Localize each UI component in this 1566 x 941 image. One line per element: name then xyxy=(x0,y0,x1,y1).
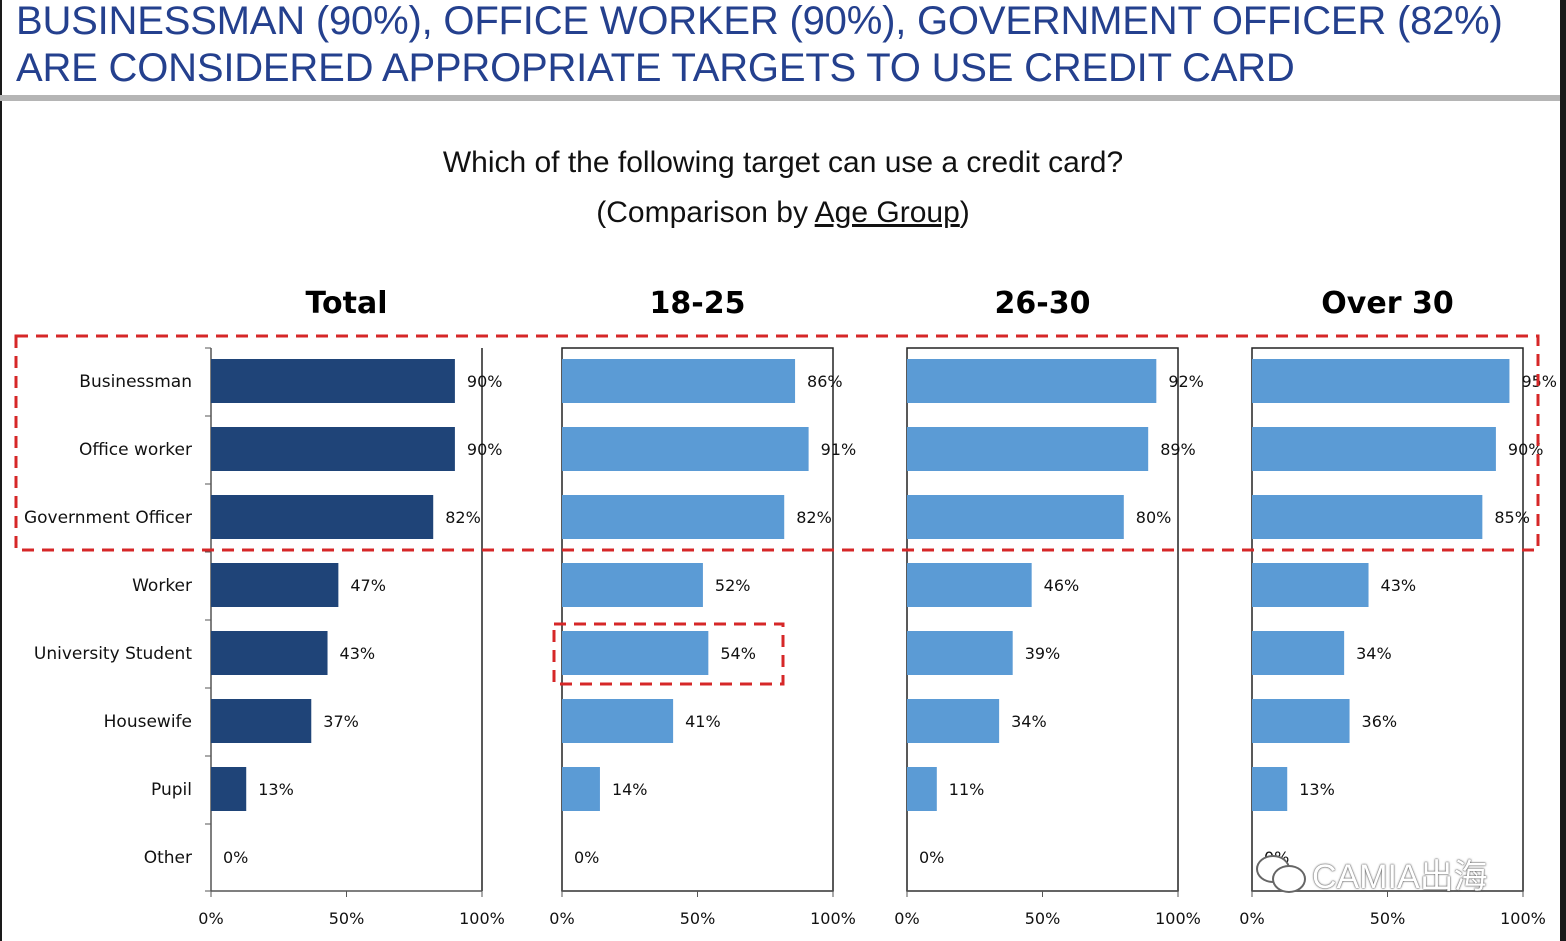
value-label-26-30-pupil: 11% xyxy=(949,780,985,799)
value-label-total-university-student: 43% xyxy=(340,644,376,663)
bar-26-30-office-worker xyxy=(907,427,1149,471)
bar-18-25-businessman xyxy=(562,359,796,403)
bar-over-30-government-officer xyxy=(1252,495,1483,539)
watermark-text: CAMIA出海 xyxy=(1312,857,1488,896)
value-label-over-30-office-worker: 90% xyxy=(1508,440,1544,459)
bar-26-30-businessman xyxy=(907,359,1157,403)
value-label-over-30-government-officer: 85% xyxy=(1494,508,1530,527)
category-label-housewife: Housewife xyxy=(104,712,192,732)
bar-26-30-pupil xyxy=(907,767,937,811)
category-label-government-officer: Government Officer xyxy=(24,508,192,528)
bar-18-25-office-worker xyxy=(562,427,809,471)
value-label-over-30-university-student: 34% xyxy=(1356,644,1392,663)
value-label-total-other: 0% xyxy=(223,848,248,867)
subtitle-prefix: (Comparison by xyxy=(596,196,815,229)
bar-over-30-office-worker xyxy=(1252,427,1496,471)
bar-over-30-university-student xyxy=(1252,631,1345,675)
category-label-pupil: Pupil xyxy=(151,780,192,800)
bar-26-30-housewife xyxy=(907,699,1000,743)
chart-question: Which of the following target can use a … xyxy=(442,146,1124,179)
value-label-total-office-worker: 90% xyxy=(467,440,503,459)
panel-title-26-30: 26-30 xyxy=(995,286,1091,321)
x-tick-label-26-30-1: 50% xyxy=(1025,909,1061,928)
panel-title-18-25: 18-25 xyxy=(650,286,746,321)
headline-line-1: BUSINESSMAN (90%), OFFICE WORKER (90%), … xyxy=(16,0,1503,43)
x-tick-label-total-2: 100% xyxy=(459,909,505,928)
value-label-18-25-pupil: 14% xyxy=(612,780,648,799)
value-label-18-25-office-worker: 91% xyxy=(821,440,857,459)
bar-total-government-officer xyxy=(211,495,434,539)
value-label-18-25-businessman: 86% xyxy=(807,372,843,391)
bar-total-pupil xyxy=(211,767,247,811)
value-label-18-25-university-student: 54% xyxy=(720,644,756,663)
x-tick-label-26-30-0: 0% xyxy=(894,909,919,928)
bar-26-30-worker xyxy=(907,563,1032,607)
highlight-box-top-three xyxy=(14,334,1540,552)
wechat-icon xyxy=(1254,853,1306,893)
value-label-18-25-government-officer: 82% xyxy=(796,508,832,527)
category-label-university-student: University Student xyxy=(34,644,192,664)
slide-headline: BUSINESSMAN (90%), OFFICE WORKER (90%), … xyxy=(16,0,1546,92)
value-label-26-30-worker: 46% xyxy=(1044,576,1080,595)
bar-18-25-government-officer xyxy=(562,495,785,539)
x-tick-label-18-25-1: 50% xyxy=(680,909,716,928)
bar-total-housewife xyxy=(211,699,312,743)
category-label-businessman: Businessman xyxy=(79,372,192,392)
bar-over-30-worker xyxy=(1252,563,1369,607)
x-tick-label-total-0: 0% xyxy=(198,909,223,928)
watermark: CAMIA出海 xyxy=(1254,848,1524,898)
bar-total-worker xyxy=(211,563,339,607)
subtitle-age-group: Age Group xyxy=(814,196,960,229)
x-tick-label-18-25-2: 100% xyxy=(810,909,856,928)
category-label-other: Other xyxy=(144,848,192,868)
value-label-total-pupil: 13% xyxy=(258,780,294,799)
bar-over-30-housewife xyxy=(1252,699,1350,743)
headline-line-2: ARE CONSIDERED APPROPRIATE TARGETS TO US… xyxy=(16,46,1295,90)
x-tick-label-over-30-0: 0% xyxy=(1239,909,1264,928)
bar-total-university-student xyxy=(211,631,328,675)
panel-title-total: Total xyxy=(306,286,388,321)
x-tick-label-18-25-0: 0% xyxy=(549,909,574,928)
subtitle-suffix: ) xyxy=(959,196,970,229)
bar-total-businessman xyxy=(211,359,455,403)
bar-18-25-pupil xyxy=(562,767,600,811)
frame-left-edge xyxy=(0,0,2,941)
value-label-26-30-other: 0% xyxy=(919,848,944,867)
bar-over-30-pupil xyxy=(1252,767,1288,811)
bar-18-25-housewife xyxy=(562,699,674,743)
value-label-total-worker: 47% xyxy=(350,576,386,595)
value-label-26-30-government-officer: 80% xyxy=(1136,508,1172,527)
value-label-total-businessman: 90% xyxy=(467,372,503,391)
category-label-office-worker: Office worker xyxy=(79,440,192,460)
bar-26-30-government-officer xyxy=(907,495,1124,539)
value-label-over-30-pupil: 13% xyxy=(1299,780,1335,799)
value-label-over-30-housewife: 36% xyxy=(1362,712,1398,731)
value-label-26-30-housewife: 34% xyxy=(1011,712,1047,731)
bar-18-25-university-student xyxy=(562,631,709,675)
bar-over-30-businessman xyxy=(1252,359,1510,403)
x-tick-label-over-30-2: 100% xyxy=(1500,909,1546,928)
value-label-18-25-other: 0% xyxy=(574,848,599,867)
bar-26-30-university-student xyxy=(907,631,1013,675)
chart-subtitle: (Comparison by Age Group) xyxy=(0,196,1566,230)
bar-total-office-worker xyxy=(211,427,455,471)
value-label-26-30-office-worker: 89% xyxy=(1160,440,1196,459)
bar-18-25-worker xyxy=(562,563,703,607)
panel-title-over-30: Over 30 xyxy=(1321,286,1453,321)
x-tick-label-over-30-1: 50% xyxy=(1370,909,1406,928)
value-label-over-30-worker: 43% xyxy=(1381,576,1417,595)
value-label-18-25-worker: 52% xyxy=(715,576,751,595)
value-label-26-30-university-student: 39% xyxy=(1025,644,1061,663)
frame-right-edge xyxy=(1560,0,1566,941)
headline-divider xyxy=(0,95,1560,101)
x-tick-label-total-1: 50% xyxy=(329,909,365,928)
highlight-box-university-student-18-25 xyxy=(552,622,785,686)
category-label-worker: Worker xyxy=(132,576,192,596)
x-tick-label-26-30-2: 100% xyxy=(1155,909,1201,928)
value-label-26-30-businessman: 92% xyxy=(1168,372,1204,391)
value-label-total-housewife: 37% xyxy=(323,712,359,731)
value-label-total-government-officer: 82% xyxy=(445,508,481,527)
value-label-18-25-housewife: 41% xyxy=(685,712,721,731)
